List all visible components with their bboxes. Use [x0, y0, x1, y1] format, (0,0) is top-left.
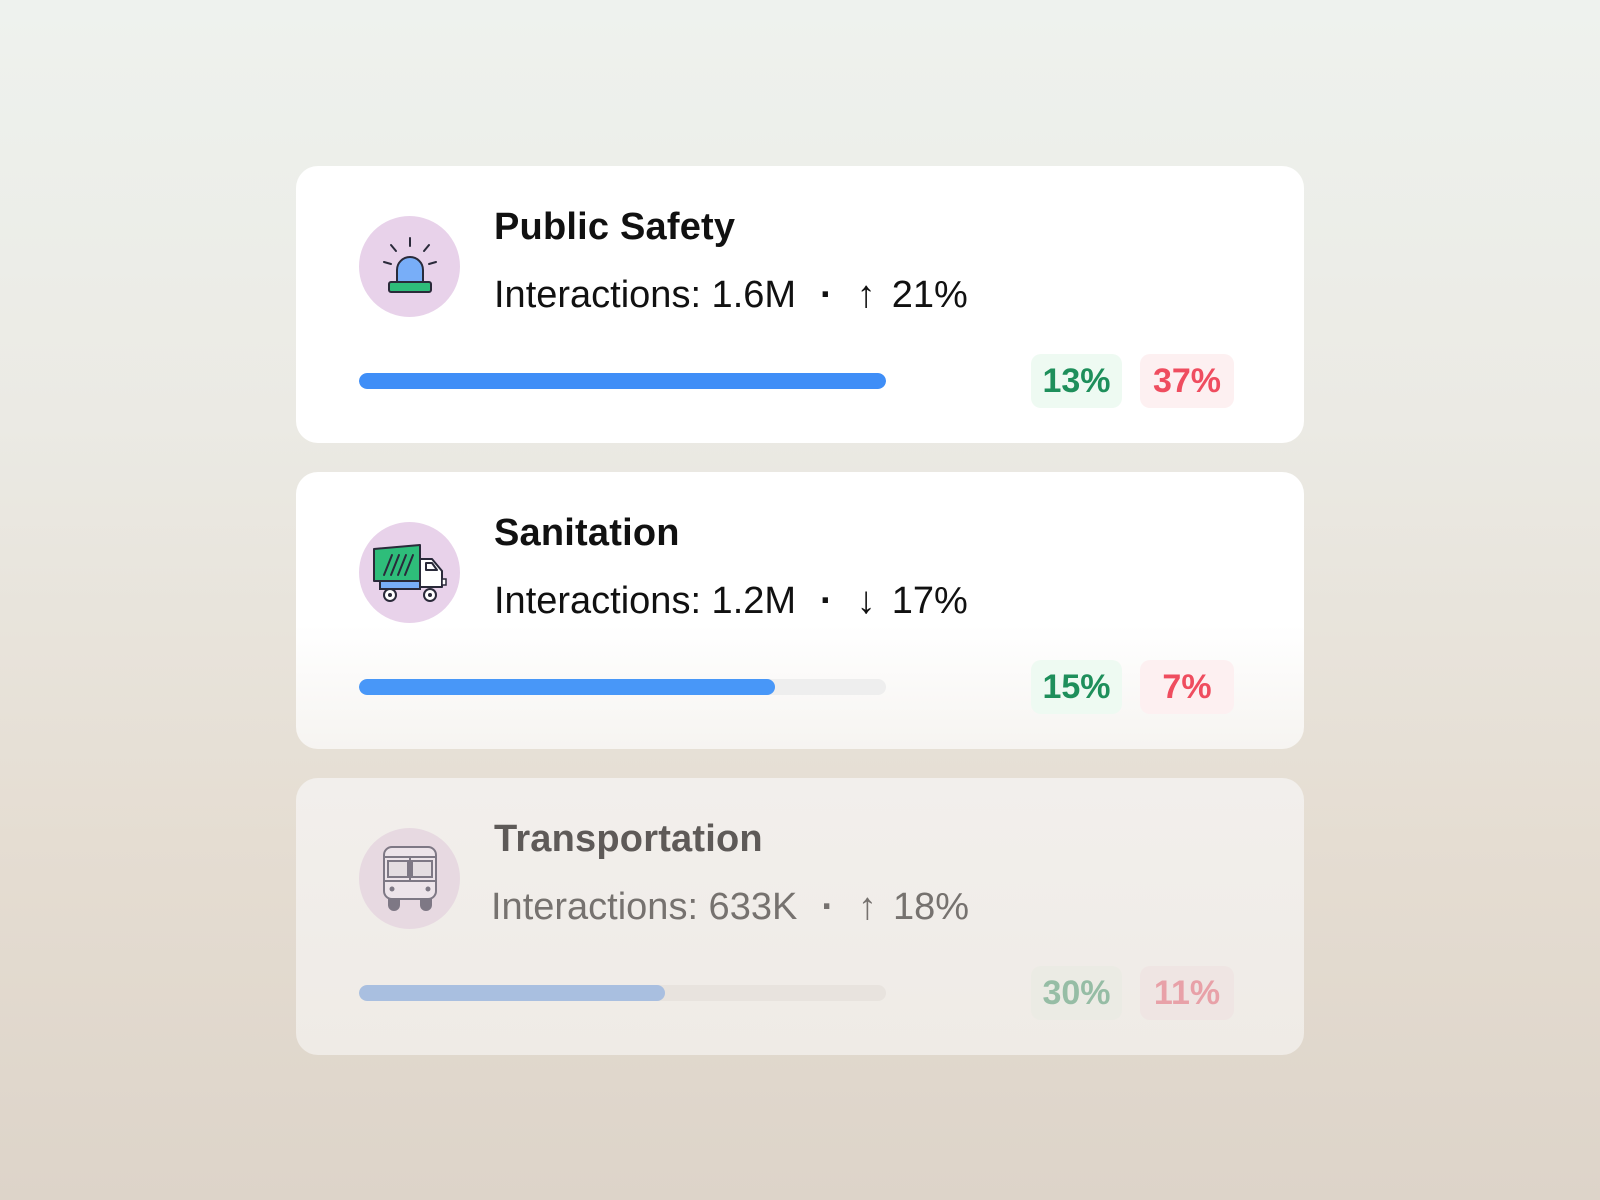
progress-fill: [359, 679, 776, 695]
interactions-stats: Interactions: 1.6M · ↑ 21%: [494, 274, 968, 317]
interactions-count: Interactions: 633K: [491, 886, 798, 928]
trend-up-icon: ↑: [856, 274, 876, 316]
trend-up-icon: ↑: [857, 886, 877, 928]
bus-icon: [359, 828, 460, 929]
interactions-count: Interactions: 1.6M: [494, 274, 797, 316]
card-title: Sanitation: [494, 512, 680, 554]
negative-badge: 37%: [1140, 354, 1234, 408]
category-card-transportation[interactable]: Transportation Interactions: 633K · ↑ 18% 3…: [296, 778, 1304, 1055]
separator-dot: ·: [820, 274, 833, 316]
positive-badge: 30%: [1031, 966, 1122, 1020]
interactions-count: Interactions: 1.2M: [494, 580, 797, 622]
garbage-truck-icon: [359, 522, 460, 623]
trend-down-icon: ↓: [856, 580, 876, 622]
positive-badge: 15%: [1031, 660, 1122, 714]
trend-value: 17%: [891, 580, 968, 622]
category-card-public-safety[interactable]: Public Safety Interactions: 1.6M · ↑ 21% 13…: [296, 166, 1304, 443]
negative-badge: 11%: [1140, 966, 1234, 1020]
separator-dot: ·: [821, 886, 834, 928]
card-title: Public Safety: [494, 206, 736, 248]
interactions-stats: Interactions: 1.2M · ↓ 17%: [494, 580, 968, 623]
negative-badge: 7%: [1140, 660, 1234, 714]
progress-bar: [359, 373, 886, 389]
trend-value: 18%: [892, 886, 970, 928]
category-card-sanitation[interactable]: Sanitation Interactions: 1.2M · ↓ 17% 15% 7…: [296, 472, 1304, 749]
trend-value: 21%: [891, 274, 968, 316]
interactions-stats: Interactions: 633K · ↑ 18%: [491, 886, 969, 929]
category-card-list: Public Safety Interactions: 1.6M · ↑ 21% 13…: [296, 166, 1304, 1084]
progress-fill: [359, 373, 886, 389]
positive-badge: 13%: [1031, 354, 1122, 408]
separator-dot: ·: [820, 580, 833, 622]
progress-fill: [359, 985, 665, 1001]
progress-bar: [359, 985, 886, 1001]
card-title: Transportation: [494, 818, 763, 860]
siren-icon: [359, 216, 460, 317]
progress-bar: [359, 679, 886, 695]
